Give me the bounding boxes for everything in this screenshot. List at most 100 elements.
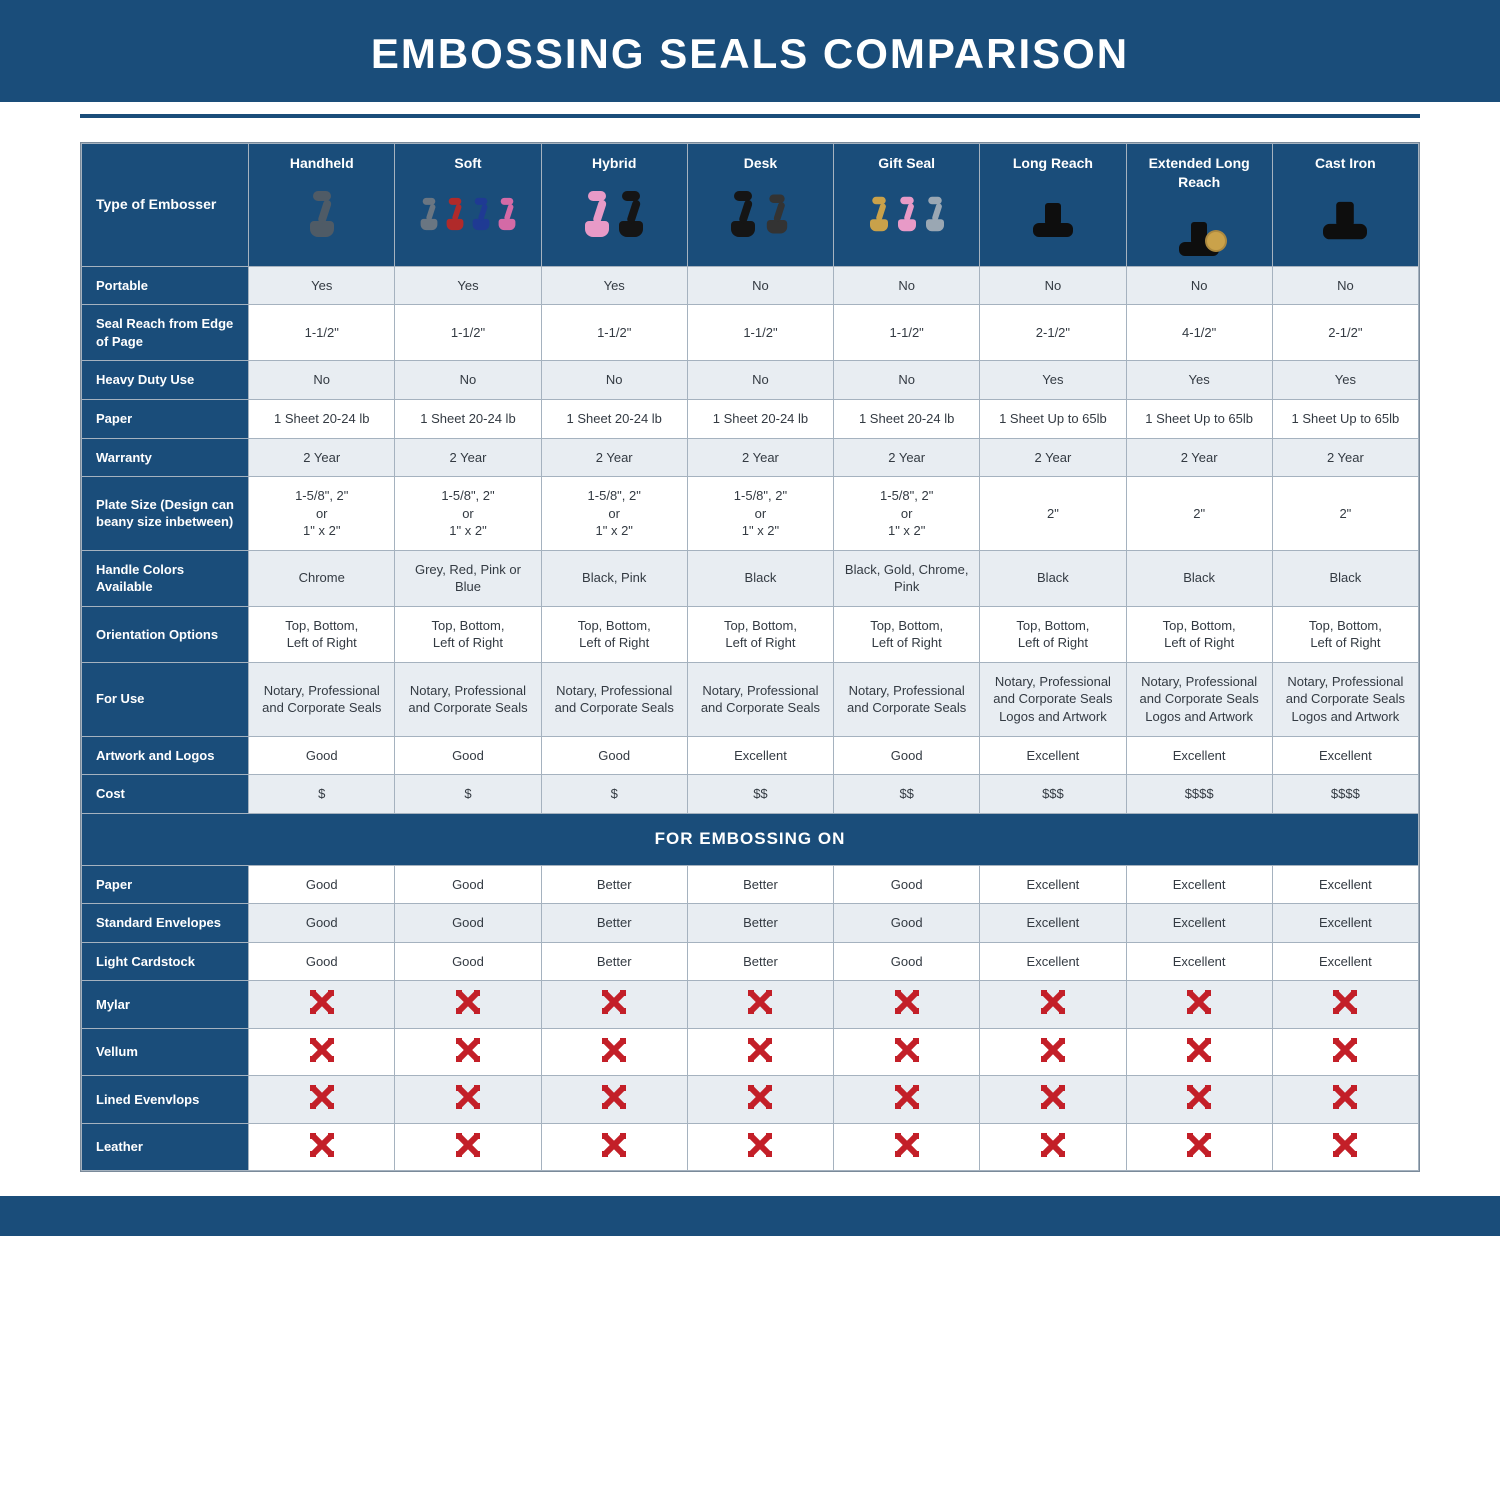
column-header: Long Reach [980,144,1126,267]
table-cell: Good [249,942,395,981]
table-cell: Yes [1272,361,1418,400]
column-header: Soft [395,144,541,267]
table-cell [834,1076,980,1124]
table-cell: 2-1/2" [1272,305,1418,361]
no-icon [749,1134,771,1156]
table-row: PortableYesYesYesNoNoNoNoNo [82,266,1419,305]
no-icon [603,1086,625,1108]
table-cell: $$ [834,775,980,814]
castiron-icon [1279,179,1412,237]
table-cell: Excellent [980,865,1126,904]
table-cell: Black [1126,550,1272,606]
table-cell: 1-1/2" [687,305,833,361]
column-header: Handheld [249,144,395,267]
table-cell: Better [687,904,833,943]
no-icon [1334,1086,1356,1108]
desk-icon [694,179,827,237]
table-cell [1126,981,1272,1029]
table-cell: Notary, Professional and Corporate Seals [249,662,395,736]
table-cell: $$$ [980,775,1126,814]
table-cell: Better [541,942,687,981]
no-icon [311,1039,333,1061]
table-row: Seal Reach from Edge of Page 1-1/2"1-1/2"… [82,305,1419,361]
table-cell: No [687,361,833,400]
column-header: Cast Iron [1272,144,1418,267]
no-icon [1334,1039,1356,1061]
no-icon [1188,1086,1210,1108]
table-cell [1272,1076,1418,1124]
table-header: Type of EmbosserHandheldSoftHybridDeskGi… [82,144,1419,267]
row-label: Standard Envelopes [82,904,249,943]
table-cell: Chrome [249,550,395,606]
no-icon [749,1086,771,1108]
table-cell: Yes [395,266,541,305]
table-cell: Top, Bottom,Left of Right [1126,606,1272,662]
no-icon [603,1039,625,1061]
table-cell: Good [249,865,395,904]
title-divider [80,114,1420,118]
no-icon [896,1086,918,1108]
column-label: Long Reach [986,154,1119,173]
row-label: Warranty [82,438,249,477]
table-cell: No [541,361,687,400]
table-cell: Excellent [1272,736,1418,775]
row-label: Paper [82,399,249,438]
column-header: Extended Long Reach [1126,144,1272,267]
table-cell: Black [980,550,1126,606]
table-cell [541,1076,687,1124]
no-icon [896,991,918,1013]
table-cell [1272,981,1418,1029]
table-cell: Good [395,865,541,904]
table-cell: Yes [541,266,687,305]
table-cell: Excellent [1126,942,1272,981]
table-cell: Top, Bottom,Left of Right [980,606,1126,662]
table-cell: $ [249,775,395,814]
table-cell: No [687,266,833,305]
table-cell: Better [687,942,833,981]
table-cell: Notary, Professional and Corporate Seals [395,662,541,736]
section-heading: FOR EMBOSSING ON [82,813,1419,865]
column-label: Extended Long Reach [1133,154,1266,192]
table-cell [249,1123,395,1171]
table-cell: Excellent [1126,865,1272,904]
handheld-icon [255,179,388,237]
table-row: Vellum [82,1028,1419,1076]
column-label: Hybrid [548,154,681,173]
table-cell: 1-5/8", 2"or1" x 2" [834,477,980,551]
no-icon [457,1039,479,1061]
table-cell: Black [1272,550,1418,606]
table-cell: Good [541,736,687,775]
table-cell: Better [541,865,687,904]
table-cell: Excellent [1272,865,1418,904]
table-cell: Excellent [980,942,1126,981]
table-cell: 1 Sheet Up to 65lb [1272,399,1418,438]
table-cell: 1-5/8", 2"or1" x 2" [541,477,687,551]
row-label: Seal Reach from Edge of Page [82,305,249,361]
table-row: Paper1 Sheet 20-24 lb1 Sheet 20-24 lb1 S… [82,399,1419,438]
hybrid-icon [548,179,681,237]
row-label: Light Cardstock [82,942,249,981]
table-cell: Excellent [1126,904,1272,943]
table-cell: Top, Bottom,Left of Right [834,606,980,662]
title-band: EMBOSSING SEALS COMPARISON [0,0,1500,102]
row-label: Cost [82,775,249,814]
table-cell: 2 Year [1126,438,1272,477]
table-cell: Notary, Professional and Corporate Seals [541,662,687,736]
table-cell [249,1076,395,1124]
table-cell: Notary, Professional and Corporate Seals… [1126,662,1272,736]
section-divider: FOR EMBOSSING ON [82,813,1419,865]
no-icon [1334,991,1356,1013]
gift-icon [840,179,973,237]
table-cell: 1-5/8", 2"or1" x 2" [249,477,395,551]
table-cell: Yes [980,361,1126,400]
table-cell: Better [541,904,687,943]
row-label: Leather [82,1123,249,1171]
no-icon [1042,1039,1064,1061]
table-cell: 1 Sheet Up to 65lb [980,399,1126,438]
row-label: Portable [82,266,249,305]
table-cell: 1-1/2" [541,305,687,361]
table-cell: Top, Bottom,Left of Right [395,606,541,662]
table-cell: Good [834,942,980,981]
table-cell: 2 Year [395,438,541,477]
table-cell: 2 Year [249,438,395,477]
